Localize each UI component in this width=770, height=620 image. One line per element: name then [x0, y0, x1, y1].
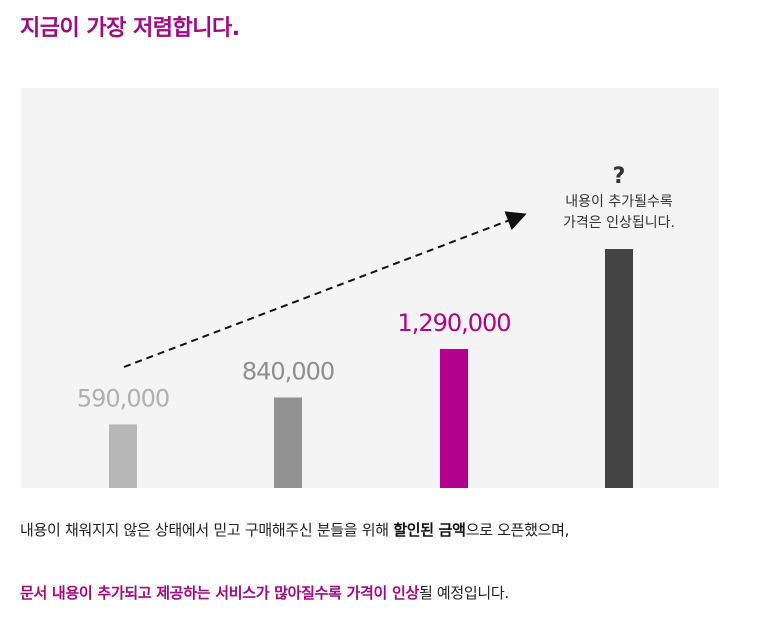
page-title: 지금이 가장 저렴합니다. [20, 16, 240, 41]
value-label-1: 590,000 [77, 384, 169, 412]
bar-1 [109, 424, 137, 488]
description-line-1-bold: 할인된 금액 [393, 521, 466, 539]
value-label-3: 1,290,000 [397, 309, 510, 337]
description-line-2: 문서 내용이 추가되고 제공하는 서비스가 많아질수록 가격이 인상될 예정입니… [20, 582, 509, 603]
description-line-2-end: 될 예정입니다. [418, 584, 509, 602]
value-label-4: ? [613, 164, 626, 189]
bar-4 [605, 249, 633, 488]
future-note-line-2: 가격은 인상됩니다. [563, 215, 675, 231]
description-line-1-end: 으로 오픈했으며, [465, 521, 570, 539]
description-line-1: 내용이 채워지지 않은 상태에서 믿고 구매해주신 분들을 위해 할인된 금액으… [20, 519, 569, 540]
value-label-2: 840,000 [242, 357, 334, 385]
bar-3 [440, 349, 468, 488]
bar-2 [274, 397, 302, 488]
trend-arrow [123, 211, 527, 368]
description-line-1-text: 내용이 채워지지 않은 상태에서 믿고 구매해주신 분들을 위해 [20, 521, 394, 539]
future-note-line-1: 내용이 추가될수록 [565, 194, 673, 210]
description-line-2-highlight: 문서 내용이 추가되고 제공하는 서비스가 많아질수록 가격이 인상 [20, 584, 419, 602]
